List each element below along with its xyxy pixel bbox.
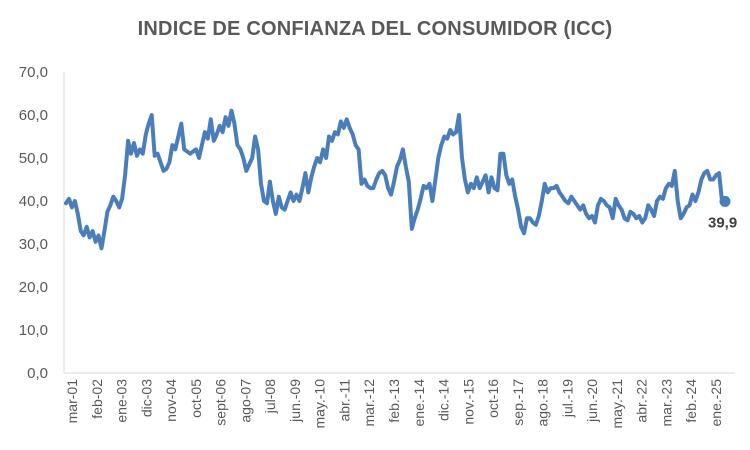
x-tick-label: jun.-09 <box>287 379 303 423</box>
last-value-label: 39,9 <box>708 214 737 231</box>
x-tick-label: mar.-12 <box>361 379 377 427</box>
y-tick-label: 50,0 <box>19 150 48 167</box>
x-tick-label: feb.-24 <box>683 379 699 423</box>
x-tick-label: may.-10 <box>312 379 328 429</box>
y-tick-label: 10,0 <box>19 322 48 339</box>
last-point-marker <box>719 195 731 207</box>
series-group <box>64 108 731 251</box>
chart-title: INDICE DE CONFIANZA DEL CONSUMIDOR (ICC) <box>137 18 613 40</box>
x-tick-label: ago.-18 <box>535 379 551 427</box>
x-tick-label: jul-08 <box>262 379 278 414</box>
x-tick-label: oct-16 <box>485 379 501 418</box>
x-tick-label: mar-01 <box>64 379 80 424</box>
y-tick-label: 40,0 <box>19 193 48 210</box>
x-tick-label: jul.-19 <box>559 379 575 418</box>
annotation-group: 39,9 <box>708 214 737 231</box>
x-tick-label: mar.-23 <box>658 379 674 427</box>
y-tick-label: 30,0 <box>19 236 48 253</box>
x-tick-label: dic.-14 <box>436 379 452 421</box>
x-tick-label: abr.-11 <box>336 379 352 422</box>
x-tick-label: ene.-14 <box>411 379 427 427</box>
series-line <box>64 108 727 251</box>
x-tick-label: abr.-22 <box>634 379 650 423</box>
x-tick-label: may.-21 <box>609 379 625 429</box>
x-tick-label: ene.-25 <box>708 379 724 427</box>
y-tick-label: 20,0 <box>19 279 48 296</box>
x-tick-label: sept-06 <box>213 379 229 426</box>
x-tick-label: feb-02 <box>89 379 105 419</box>
x-axis: mar-01 feb-02 ene-03 dic-03 nov-04 oct-05 sept… <box>64 372 735 429</box>
x-tick-label: nov.-15 <box>460 379 476 425</box>
y-axis: 0,0 10,0 20,0 30,0 40,0 50,0 60,0 70,0 <box>19 64 65 382</box>
x-tick-label: nov-04 <box>163 379 179 422</box>
x-tick-label: dic-03 <box>138 379 154 417</box>
x-tick-label: sep.-17 <box>510 379 526 426</box>
x-tick-label: ago-07 <box>237 379 253 423</box>
x-tick-label: jun.-20 <box>584 379 600 423</box>
y-tick-label: 70,0 <box>19 64 48 81</box>
y-tick-label: 60,0 <box>19 107 48 124</box>
x-tick-label: feb.-13 <box>386 379 402 423</box>
y-tick-label: 0,0 <box>27 365 48 382</box>
x-tick-label: oct-05 <box>188 379 204 418</box>
x-tick-label: ene-03 <box>114 379 130 423</box>
